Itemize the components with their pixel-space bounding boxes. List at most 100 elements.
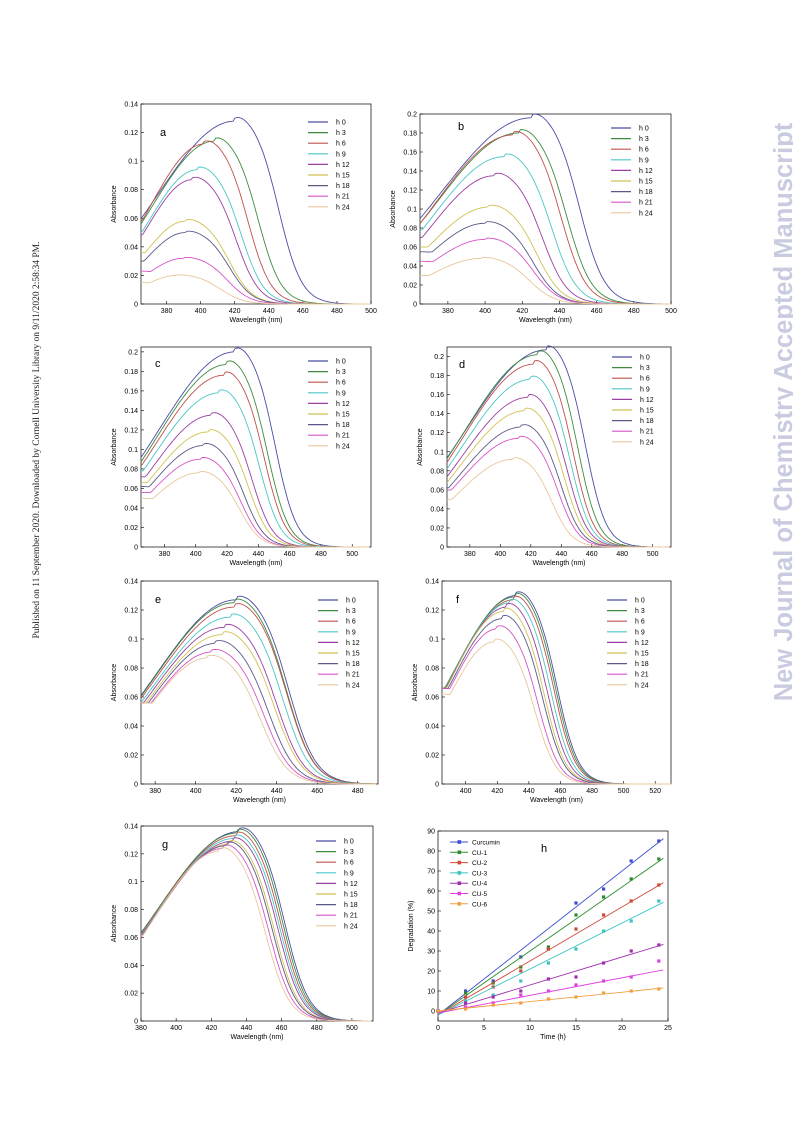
legend-label: h 18 — [635, 661, 649, 668]
data-point — [657, 883, 661, 887]
legend-label: h 18 — [336, 422, 350, 429]
panel-c: 0 0.02 0.04 0.06 0.08 0.1 0.12 0.14 0.16 0.18 0.2 3… — [111, 346, 372, 567]
data-point — [657, 959, 661, 963]
y-tick-label: 90 — [427, 829, 435, 836]
legend-label: h 18 — [344, 902, 358, 909]
y-tick-label: 0.08 — [124, 187, 138, 194]
data-point — [464, 999, 468, 1003]
y-tick-label: 0.14 — [124, 102, 138, 109]
data-point — [491, 979, 495, 983]
legend-label: h 15 — [336, 173, 350, 180]
legend-label: h 21 — [336, 194, 350, 201]
x-tick-label: 400 — [190, 788, 202, 795]
x-tick-label: 460 — [284, 551, 296, 558]
data-point — [657, 899, 661, 903]
legend-label: h 6 — [344, 860, 354, 867]
x-tick-label: 500 — [647, 551, 659, 558]
legend-label: Curcumin — [472, 840, 500, 847]
data-point — [629, 975, 633, 979]
series-line — [141, 654, 376, 785]
panel-letter: g — [162, 839, 168, 851]
data-point — [602, 895, 606, 899]
y-tick-label: 0.02 — [124, 991, 138, 998]
x-tick-label: 480 — [616, 551, 628, 558]
data-point — [464, 995, 468, 999]
y-tick-label: 0.2 — [434, 354, 444, 361]
series-line — [140, 117, 371, 305]
legend-label: h 24 — [640, 439, 654, 446]
legend-label: h 3 — [344, 849, 354, 856]
legend-label: h 21 — [635, 672, 649, 679]
x-tick-label: 460 — [591, 308, 603, 315]
x-tick-label: 20 — [618, 1025, 626, 1032]
x-tick-label: 400 — [494, 551, 506, 558]
legend-label: h 9 — [635, 629, 645, 636]
x-axis-label: Wavelength (nm) — [530, 797, 583, 804]
legend-label: h 9 — [344, 870, 354, 877]
x-tick-label: 480 — [628, 308, 640, 315]
legend-label: h 3 — [336, 130, 346, 137]
y-tick-label: 0.04 — [425, 724, 439, 731]
legend-label: h 3 — [639, 136, 649, 143]
y-tick-label: 0.14 — [124, 408, 138, 415]
plot-frame — [437, 830, 669, 1022]
legend-label: h 24 — [635, 682, 649, 689]
panel-f: 0 0.02 0.04 0.06 0.08 0.1 0.12 0.14 400 420 440 460… — [412, 579, 672, 804]
y-tick-label: 0.06 — [124, 216, 138, 223]
y-tick-label: 20 — [427, 969, 435, 976]
data-point — [629, 919, 633, 923]
y-tick-label: 0.04 — [124, 724, 138, 731]
y-tick-label: 0.04 — [124, 244, 138, 251]
x-tick-label: 420 — [229, 308, 241, 315]
legend-marker — [457, 860, 462, 865]
legend-label: h 15 — [635, 651, 649, 658]
y-tick-label: 30 — [427, 949, 435, 956]
x-tick-label: 480 — [315, 551, 327, 558]
y-tick-label: 0.1 — [434, 449, 444, 456]
legend-label: h 12 — [346, 640, 360, 647]
y-tick-label: 0.12 — [403, 188, 417, 195]
series-line — [419, 113, 672, 305]
x-axis-label: Wavelength (nm) — [230, 1034, 283, 1041]
legend-label: h 15 — [346, 651, 360, 658]
legend-label: h 24 — [336, 443, 350, 450]
x-tick-label: 480 — [311, 1025, 323, 1032]
data-point — [574, 947, 578, 951]
x-tick-label: 380 — [135, 1025, 147, 1032]
data-point — [657, 857, 661, 861]
legend-label: h 6 — [640, 376, 650, 383]
y-tick-label: 0.06 — [124, 935, 138, 942]
legend-label: CU-4 — [472, 881, 488, 888]
y-tick-label: 0 — [440, 545, 444, 552]
legend-label: CU-1 — [472, 850, 488, 857]
series-line — [442, 638, 671, 785]
x-tick-label: 15 — [572, 1025, 580, 1032]
legend-label: h 6 — [639, 147, 649, 154]
y-axis-label: Absorbance — [417, 428, 424, 465]
y-tick-label: 40 — [427, 929, 435, 936]
legend-label: h 18 — [336, 183, 350, 190]
x-axis-label: Time (h) — [540, 1034, 566, 1041]
x-tick-label: 480 — [586, 788, 598, 795]
legend-marker — [457, 850, 462, 855]
legend-marker — [457, 881, 462, 885]
legend-label: h 9 — [640, 386, 650, 393]
x-tick-label: 10 — [526, 1025, 534, 1032]
data-point — [657, 943, 661, 947]
y-tick-label: 0.14 — [430, 411, 444, 418]
legend-marker — [457, 891, 462, 896]
x-tick-label: 420 — [205, 1025, 217, 1032]
series-line — [446, 345, 670, 548]
x-tick-label: 500 — [346, 1025, 358, 1032]
series-line — [140, 347, 370, 548]
legend-label: h 0 — [344, 839, 354, 846]
x-tick-label: 400 — [195, 308, 207, 315]
legend-label: h 3 — [346, 608, 356, 615]
data-point — [629, 859, 633, 863]
x-tick-label: 460 — [555, 788, 567, 795]
legend-label: h 6 — [336, 380, 346, 387]
legend-label: h 6 — [635, 619, 645, 626]
legend-label: h 12 — [344, 881, 358, 888]
x-tick-label: 440 — [241, 1025, 253, 1032]
y-tick-label: 0 — [431, 1009, 435, 1016]
